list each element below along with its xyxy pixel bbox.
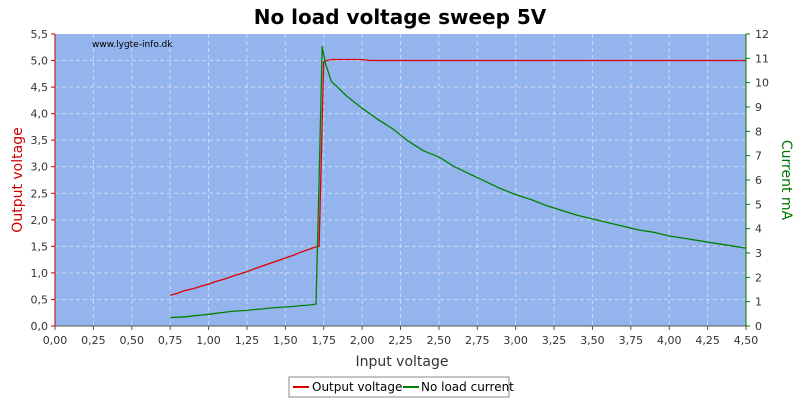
- axes: 0,00 0,25 0,50 0,75 1,00 1,25 1,50 1,75 2,00 2,25…: [31, 28, 770, 347]
- y-left-tick-label: 0,5: [31, 293, 49, 306]
- legend-label-output-voltage: Output voltage: [312, 380, 402, 394]
- x-tick-label: 0,75: [158, 334, 183, 347]
- x-tick-label: 3,00: [503, 334, 528, 347]
- y-right-tick-label: 8: [755, 125, 762, 138]
- x-tick-label: 3,25: [542, 334, 567, 347]
- y-right-tick-label: 5: [755, 198, 762, 211]
- y-right-tick-label: 6: [755, 174, 762, 187]
- y-left-tick-label: 4,0: [31, 108, 49, 121]
- y-right-tick-label: 7: [755, 150, 762, 163]
- x-tick-label: 2,75: [465, 334, 490, 347]
- x-tick-label: 3,50: [580, 334, 605, 347]
- x-tick-label: 0,25: [81, 334, 106, 347]
- y-left-tick-label: 3,5: [31, 134, 49, 147]
- y-left-tick-label: 5,5: [31, 28, 49, 41]
- legend-label-no-load-current: No load current: [421, 380, 514, 394]
- y-left-tick-label: 1,0: [31, 267, 49, 280]
- legend-box: [288, 376, 510, 398]
- y-right-tick-label: 4: [755, 223, 762, 236]
- x-tick-label: 0,00: [43, 334, 68, 347]
- x-tick-label: 4,25: [695, 334, 720, 347]
- x-tick-label: 1,50: [273, 334, 298, 347]
- series-line-no-load-current: [170, 46, 747, 319]
- y-axis-left-title: Output voltage: [10, 127, 26, 232]
- chart-title: No load voltage sweep 5V: [254, 5, 547, 29]
- x-tick-label: 1,25: [235, 334, 260, 347]
- y-right-tick-label: 0: [755, 320, 762, 333]
- x-tick-label: 0,50: [120, 334, 145, 347]
- y-right-tick-label: 11: [755, 52, 769, 65]
- x-axis-title: Input voltage: [355, 354, 448, 370]
- x-tick-label: 2,25: [388, 334, 413, 347]
- x-tick-label: 3,75: [619, 334, 644, 347]
- series-layer: [170, 46, 747, 319]
- x-tick-label: 2,50: [427, 334, 452, 347]
- plot-background: [55, 34, 746, 326]
- x-tick-label: 1,00: [196, 334, 221, 347]
- x-tick-label: 1,75: [311, 334, 336, 347]
- plot-area: www.lygte-info.dk: [55, 34, 747, 326]
- y-right-tick-label: 9: [755, 101, 762, 114]
- series-line-output-voltage: [170, 58, 746, 296]
- y-left-tick-label: 4,5: [31, 81, 49, 94]
- y-right-tick-label: 10: [755, 77, 769, 90]
- y-right-tick-label: 3: [755, 247, 762, 260]
- watermark: www.lygte-info.dk: [92, 40, 173, 50]
- y-left-tick-label: 1,5: [31, 240, 49, 253]
- y-left-tick-label: 2,5: [31, 187, 49, 200]
- y-right-tick-label: 12: [755, 28, 769, 41]
- x-tick-label: 4,50: [734, 334, 759, 347]
- x-tick-label: 2,00: [350, 334, 375, 347]
- y-right-tick-label: 1: [755, 296, 762, 309]
- y-axis-right-title: Current mA: [778, 140, 794, 221]
- y-left-tick-label: 3,0: [31, 161, 49, 174]
- y-left-tick-label: 2,0: [31, 214, 49, 227]
- y-left-tick-label: 0,0: [31, 320, 49, 333]
- y-right-tick-label: 2: [755, 271, 762, 284]
- x-tick-label: 4,00: [657, 334, 682, 347]
- legend: Output voltage No load current: [288, 376, 514, 398]
- y-left-tick-label: 5,0: [31, 55, 49, 68]
